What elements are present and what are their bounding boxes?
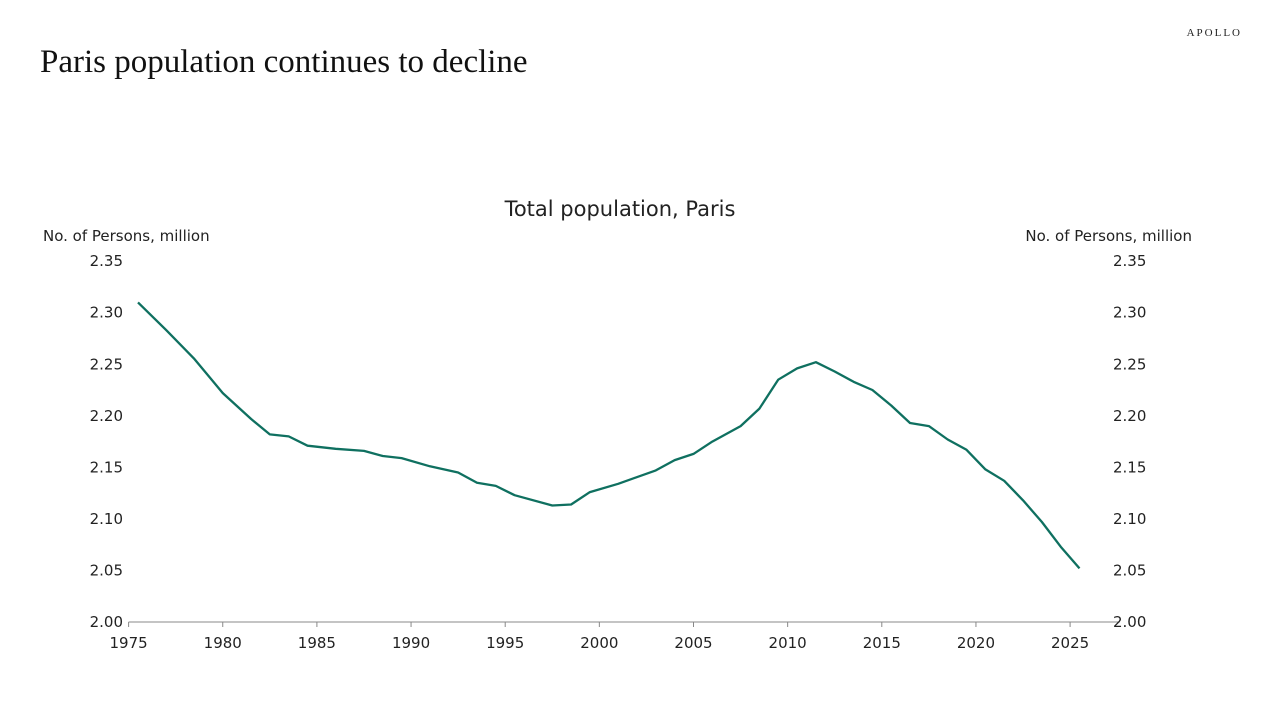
y-tick-label-right: 2.30 (1113, 304, 1146, 322)
y-axis-label-left: No. of Persons, million (43, 227, 210, 245)
x-tick-label: 2005 (674, 634, 712, 652)
x-tick-label: 1985 (298, 634, 336, 652)
y-tick-label-right: 2.20 (1113, 407, 1146, 425)
y-tick-label-right: 2.05 (1113, 561, 1146, 579)
y-tick-label-left: 2.05 (90, 561, 123, 579)
y-tick-label-left: 2.15 (90, 458, 123, 476)
y-tick-label-right: 2.15 (1113, 458, 1146, 476)
y-axis-label-right: No. of Persons, million (1025, 227, 1192, 245)
y-tick-label-left: 2.30 (90, 304, 123, 322)
x-tick-label: 1980 (204, 634, 242, 652)
y-tick-label-left: 2.00 (90, 613, 123, 631)
x-tick-label: 1975 (110, 634, 148, 652)
y-tick-label-right: 2.00 (1113, 613, 1146, 631)
y-tick-label-right: 2.10 (1113, 510, 1146, 528)
y-tick-label-right: 2.35 (1113, 252, 1146, 270)
apollo-logo: APOLLO (1186, 27, 1242, 39)
x-tick-label: 2020 (957, 634, 995, 652)
y-tick-label-left: 2.10 (90, 510, 123, 528)
x-tick-label: 2015 (863, 634, 901, 652)
x-tick-label: 1995 (486, 634, 524, 652)
y-tick-label-left: 2.35 (90, 252, 123, 270)
y-tick-label-left: 2.25 (90, 355, 123, 373)
x-tick-label: 2000 (580, 634, 618, 652)
page-title: Paris population continues to decline (40, 44, 528, 80)
y-tick-label-right: 2.25 (1113, 355, 1146, 373)
population-line (137, 301, 1081, 570)
x-tick-label: 2025 (1051, 634, 1089, 652)
chart-title: Total population, Paris (504, 197, 736, 221)
x-tick-label: 1990 (392, 634, 430, 652)
y-tick-label-left: 2.20 (90, 407, 123, 425)
x-tick-label: 2010 (769, 634, 807, 652)
